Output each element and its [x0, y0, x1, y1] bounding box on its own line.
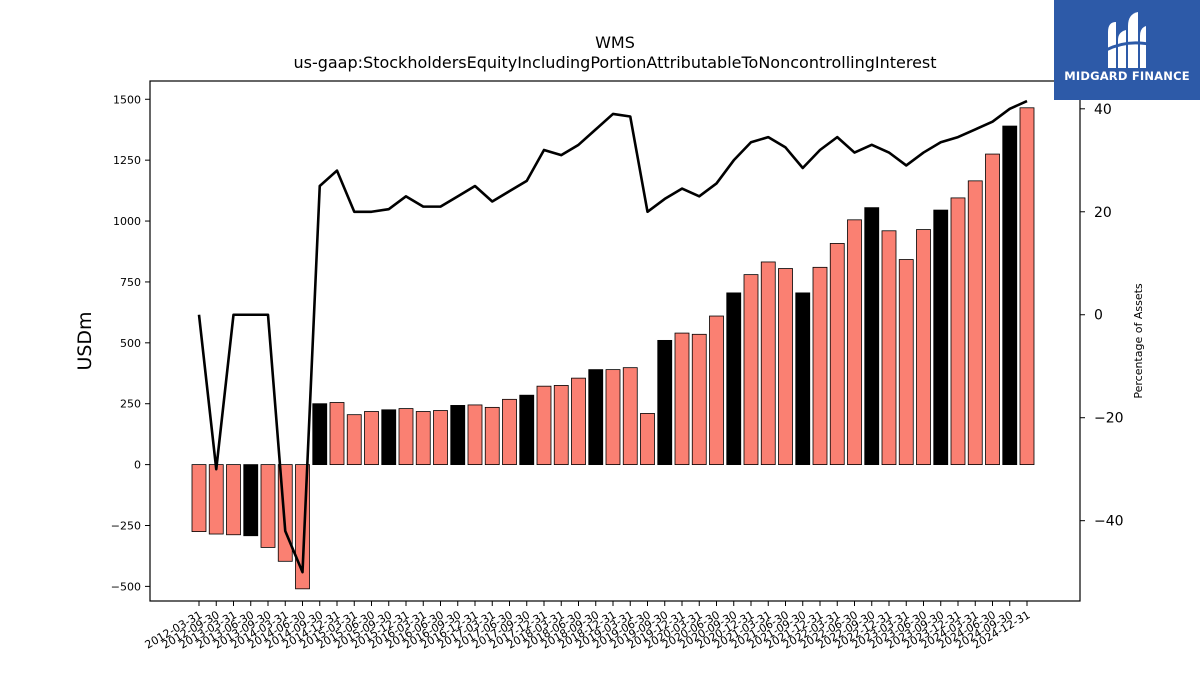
bar-2021-03-31 — [812, 266, 828, 466]
bar-2021-12-31 — [864, 207, 880, 466]
bar-2012-12-31 — [243, 464, 259, 537]
chart-title: WMS — [595, 33, 635, 52]
y2-tick-label: 20 — [1094, 205, 1112, 221]
y2-tick-label: −20 — [1094, 411, 1124, 427]
bar-2015-03-31 — [398, 408, 414, 466]
bar-2017-06-30 — [553, 385, 569, 466]
bar-2022-06-30 — [898, 259, 914, 466]
y-tick-label: 500 — [120, 337, 141, 350]
line-series — [197, 99, 1028, 574]
y-tick-label: 250 — [120, 398, 141, 411]
bar-2021-09-30 — [847, 219, 862, 466]
bar-2018-12-31 — [657, 339, 673, 466]
y2-tick-label: 0 — [1094, 308, 1103, 324]
bar-2016-06-30 — [484, 406, 500, 466]
logo-text: MIDGARD FINANCE — [1064, 69, 1190, 83]
bar-2019-09-30 — [709, 315, 724, 466]
bar-2021-06-30 — [829, 243, 845, 466]
y-tick-label: −500 — [111, 580, 141, 593]
bar-2017-09-30 — [571, 377, 586, 466]
bar-2014-09-30 — [364, 411, 379, 466]
bar-series — [191, 107, 1035, 590]
bar-2012-06-30 — [208, 464, 224, 535]
bar-2024-03-31 — [1019, 107, 1035, 466]
y2-axis-ticks: −40 −20 0 20 40 — [1080, 102, 1124, 530]
x-axis-ticks: 2012-03-312012-09-302013-03-312013-06-30… — [143, 601, 1033, 652]
bar-2023-12-31 — [1002, 125, 1018, 466]
y2-axis-label: Percentage of Assets — [1132, 283, 1145, 399]
bar-2023-06-30 — [967, 180, 983, 466]
bar-2017-12-31 — [588, 369, 604, 466]
bar-2017-03-31 — [536, 385, 552, 466]
y-tick-label: 1000 — [113, 215, 141, 228]
percentage-line — [197, 99, 1028, 574]
bar-2016-09-30 — [502, 398, 517, 466]
bar-2013-12-31 — [312, 403, 328, 466]
y-tick-label: −250 — [111, 519, 141, 532]
y2-tick-label: 40 — [1094, 102, 1112, 118]
bar-2013-03-31 — [260, 464, 276, 548]
y-tick-label: 750 — [120, 276, 141, 289]
bar-2022-09-30 — [916, 229, 931, 466]
y-axis-ticks: −500 −250 0 250 500 750 1000 1250 1500 — [111, 93, 150, 593]
bar-2016-12-31 — [519, 394, 535, 466]
bar-2023-03-31 — [950, 197, 966, 466]
bar-2014-03-31 — [329, 402, 345, 466]
bar-2019-12-31 — [726, 292, 742, 466]
bar-2015-09-30 — [433, 410, 448, 466]
bar-2014-12-31 — [381, 409, 397, 466]
bar-2020-12-31 — [795, 292, 811, 466]
bar-2020-06-30 — [760, 261, 776, 466]
y-tick-label: 1250 — [113, 154, 141, 167]
plot-frame — [149, 80, 1081, 602]
y2-tick-label: −40 — [1094, 514, 1124, 530]
bar-2018-03-31 — [605, 369, 621, 466]
bar-2023-09-30 — [985, 153, 1000, 466]
bar-2022-03-31 — [881, 230, 897, 466]
bar-2014-06-30 — [346, 414, 362, 466]
y-tick-label: 1500 — [113, 93, 141, 106]
bar-2012-03-31 — [191, 464, 207, 532]
bar-2019-03-31 — [674, 332, 690, 466]
bar-2015-12-31 — [450, 405, 466, 466]
chart-subtitle: us-gaap:StockholdersEquityIncludingPorti… — [293, 53, 936, 72]
bar-2022-12-31 — [933, 209, 949, 466]
bar-2012-09-30 — [226, 464, 241, 536]
brand-logo: MIDGARD FINANCE — [1054, 0, 1200, 100]
bar-2020-03-31 — [743, 274, 759, 466]
y-axis-label: USDm — [74, 311, 96, 370]
bar-2018-09-30 — [640, 413, 655, 466]
midgard-logo-icon — [1105, 12, 1149, 68]
bar-2016-03-31 — [467, 404, 483, 466]
bar-2018-06-30 — [622, 367, 638, 466]
bar-2015-06-30 — [415, 411, 431, 466]
y-tick-label: 0 — [134, 459, 141, 472]
bar-2019-06-30 — [691, 333, 707, 466]
bar-2020-09-30 — [778, 268, 793, 466]
